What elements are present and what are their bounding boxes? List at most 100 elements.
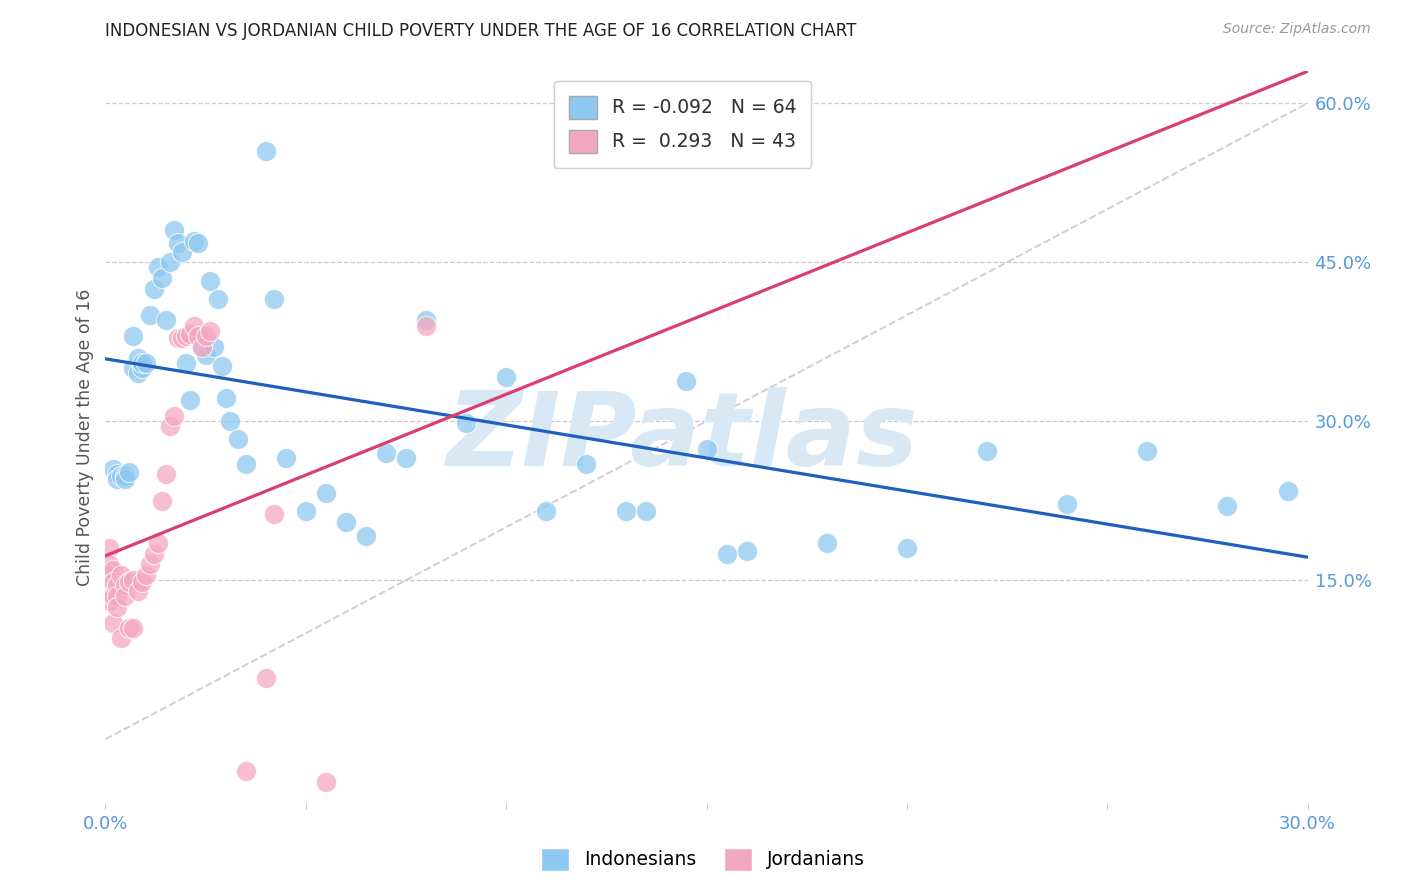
Point	[107, 473, 129, 487]
Point	[263, 293, 285, 307]
Point	[179, 392, 201, 407]
Point	[103, 462, 125, 476]
Point	[183, 318, 205, 333]
Point	[118, 575, 141, 590]
Point	[110, 632, 132, 646]
Point	[315, 486, 337, 500]
Point	[107, 578, 129, 592]
Point	[198, 324, 221, 338]
Point	[114, 578, 136, 592]
Point	[162, 409, 184, 423]
Point	[155, 313, 177, 327]
Point	[295, 504, 318, 518]
Point	[135, 567, 157, 582]
Point	[190, 340, 212, 354]
Point	[103, 575, 125, 590]
Text: INDONESIAN VS JORDANIAN CHILD POVERTY UNDER THE AGE OF 16 CORRELATION CHART: INDONESIAN VS JORDANIAN CHILD POVERTY UN…	[105, 22, 856, 40]
Point	[138, 558, 160, 572]
Point	[159, 419, 181, 434]
Point	[131, 575, 153, 590]
Point	[174, 329, 197, 343]
Point	[1136, 443, 1159, 458]
Point	[454, 417, 477, 431]
Point	[118, 465, 141, 479]
Point	[122, 361, 145, 376]
Point	[131, 361, 153, 376]
Point	[98, 594, 121, 608]
Point	[636, 504, 658, 518]
Point	[354, 529, 377, 543]
Point	[198, 274, 221, 288]
Point	[226, 432, 249, 446]
Point	[162, 223, 184, 237]
Point	[495, 369, 517, 384]
Point	[107, 589, 129, 603]
Point	[103, 589, 125, 603]
Point	[235, 764, 257, 778]
Point	[114, 473, 136, 487]
Point	[150, 493, 173, 508]
Point	[194, 348, 217, 362]
Point	[976, 443, 998, 458]
Point	[415, 313, 437, 327]
Point	[274, 451, 297, 466]
Point	[534, 504, 557, 518]
Point	[98, 541, 121, 556]
Point	[190, 340, 212, 354]
Text: Source: ZipAtlas.com: Source: ZipAtlas.com	[1223, 22, 1371, 37]
Point	[166, 236, 188, 251]
Point	[211, 359, 233, 373]
Point	[218, 414, 240, 428]
Point	[315, 774, 337, 789]
Point	[815, 536, 838, 550]
Point	[107, 467, 129, 482]
Point	[103, 563, 125, 577]
Point	[122, 329, 145, 343]
Point	[114, 469, 136, 483]
Point	[135, 356, 157, 370]
Point	[1277, 484, 1299, 499]
Point	[235, 457, 257, 471]
Point	[166, 331, 188, 345]
Point	[716, 547, 738, 561]
Point	[159, 255, 181, 269]
Point	[118, 621, 141, 635]
Point	[131, 356, 153, 370]
Point	[107, 599, 129, 614]
Legend: Indonesians, Jordanians: Indonesians, Jordanians	[533, 840, 873, 878]
Point	[127, 367, 149, 381]
Point	[335, 515, 357, 529]
Point	[202, 340, 225, 354]
Point	[675, 374, 697, 388]
Point	[374, 446, 398, 460]
Y-axis label: Child Poverty Under the Age of 16: Child Poverty Under the Age of 16	[76, 288, 94, 586]
Point	[122, 573, 145, 587]
Point	[194, 329, 217, 343]
Point	[98, 558, 121, 572]
Point	[187, 329, 209, 343]
Point	[735, 543, 758, 558]
Point	[1056, 497, 1078, 511]
Point	[575, 457, 598, 471]
Point	[170, 331, 193, 345]
Point	[150, 271, 173, 285]
Point	[174, 356, 197, 370]
Point	[207, 293, 229, 307]
Point	[146, 536, 169, 550]
Point	[127, 583, 149, 598]
Point	[187, 236, 209, 251]
Legend: R = -0.092   N = 64, R =  0.293   N = 43: R = -0.092 N = 64, R = 0.293 N = 43	[554, 81, 811, 168]
Point	[110, 469, 132, 483]
Point	[214, 391, 236, 405]
Point	[138, 308, 160, 322]
Point	[395, 451, 418, 466]
Point	[127, 351, 149, 365]
Point	[183, 234, 205, 248]
Point	[114, 589, 136, 603]
Point	[98, 567, 121, 582]
Point	[616, 504, 638, 518]
Point	[254, 144, 277, 158]
Point	[179, 327, 201, 342]
Point	[1216, 499, 1239, 513]
Point	[146, 260, 169, 275]
